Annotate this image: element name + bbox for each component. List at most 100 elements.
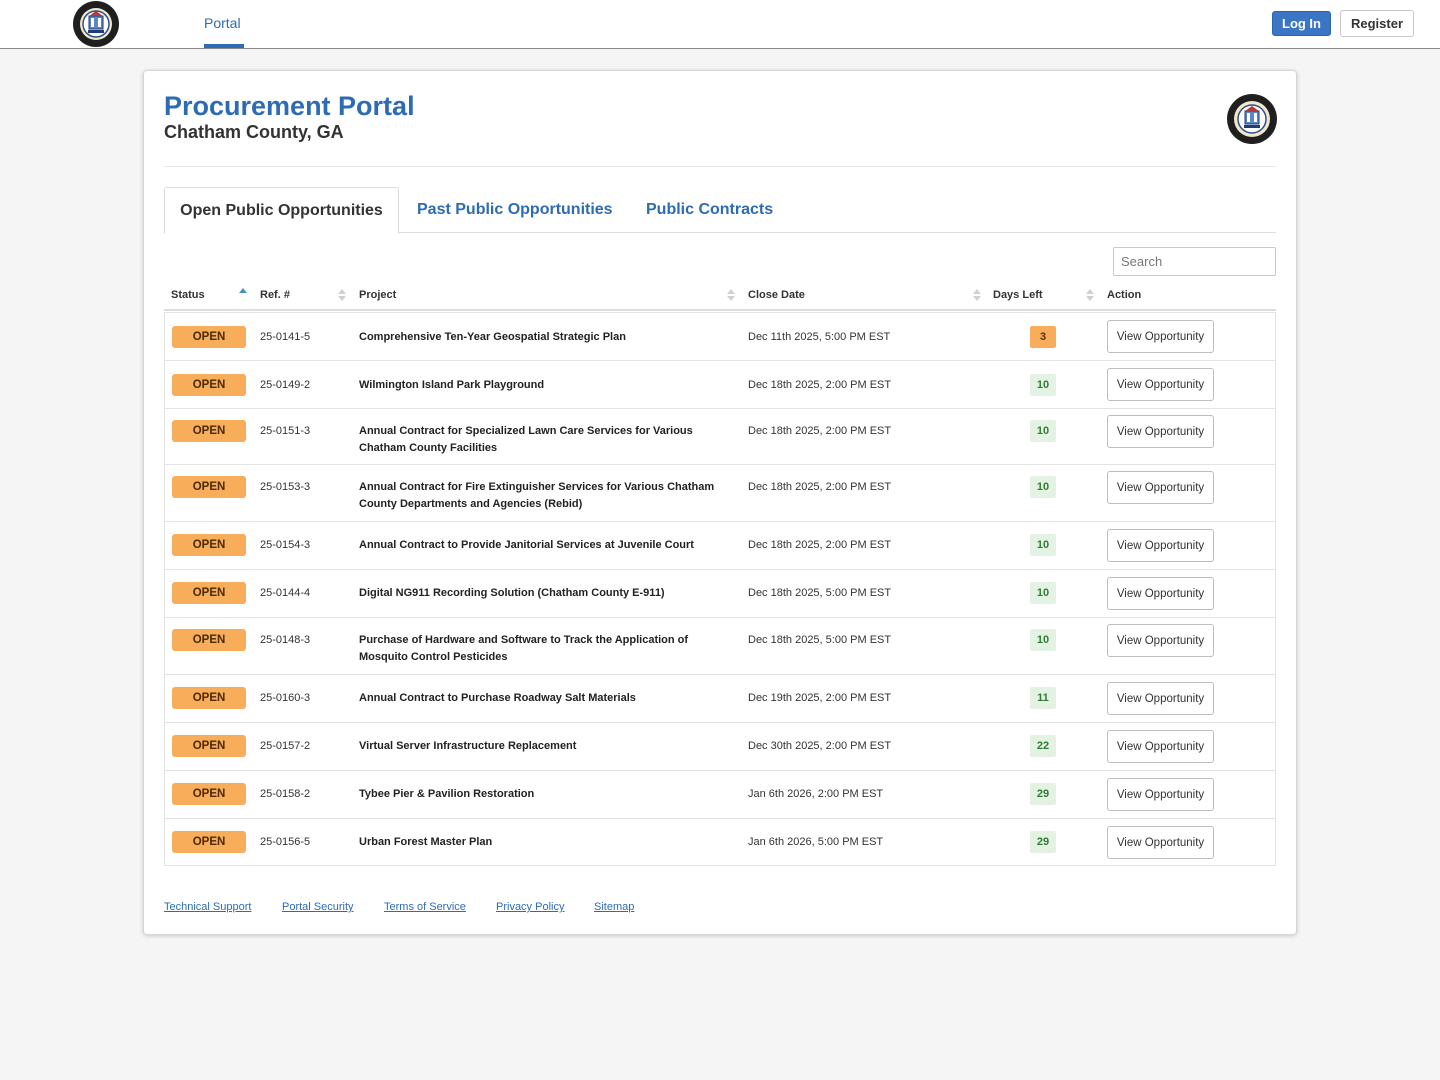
status-badge: OPEN — [172, 831, 246, 853]
ref-number: 25-0157-2 — [260, 740, 311, 752]
table-row: OPEN 25-0157-2 Virtual Server Infrastruc… — [165, 722, 1275, 770]
column-header-action: Action — [1107, 289, 1142, 301]
table-row: OPEN 25-0144-4 Digital NG911 Recording S… — [165, 569, 1275, 617]
days-left-badge: 10 — [1030, 629, 1056, 651]
view-opportunity-button[interactable]: View Opportunity — [1107, 471, 1214, 504]
column-header-ref[interactable]: Ref. # — [260, 289, 290, 301]
top-nav-bar: Portal Log In Register — [0, 0, 1440, 49]
ref-number: 25-0153-3 — [260, 481, 311, 493]
project-name: Annual Contract to Provide Janitorial Se… — [359, 539, 694, 551]
nav-active-indicator — [204, 44, 244, 48]
view-opportunity-button[interactable]: View Opportunity — [1107, 682, 1214, 715]
ref-number: 25-0148-3 — [260, 634, 311, 646]
ref-number: 25-0158-2 — [260, 788, 311, 800]
ref-number: 25-0151-3 — [260, 425, 311, 437]
status-badge: OPEN — [172, 534, 246, 556]
days-left-badge: 10 — [1030, 582, 1056, 604]
table-row: OPEN 25-0156-5 Urban Forest Master Plan … — [165, 818, 1275, 865]
close-date: Jan 6th 2026, 2:00 PM EST — [748, 788, 884, 800]
status-badge: OPEN — [172, 783, 246, 805]
footer-link-portal-security[interactable]: Portal Security — [282, 901, 354, 913]
status-badge: OPEN — [172, 326, 246, 348]
close-date: Dec 18th 2025, 2:00 PM EST — [748, 481, 892, 493]
close-date: Dec 11th 2025, 5:00 PM EST — [748, 331, 891, 343]
opportunity-tabs: Open Public Opportunities Past Public Op… — [164, 187, 1276, 234]
view-opportunity-button[interactable]: View Opportunity — [1107, 577, 1214, 610]
status-badge: OPEN — [172, 476, 246, 498]
footer-link-privacy-policy[interactable]: Privacy Policy — [496, 901, 565, 913]
project-name: Purchase of Hardware and Software to Tra… — [359, 634, 689, 663]
opportunities-table-body: OPEN 25-0141-5 Comprehensive Ten-Year Ge… — [164, 312, 1276, 866]
view-opportunity-button[interactable]: View Opportunity — [1107, 624, 1214, 657]
status-badge: OPEN — [172, 420, 246, 442]
tab-open-public-opportunities[interactable]: Open Public Opportunities — [164, 187, 399, 234]
ref-number: 25-0156-5 — [260, 836, 311, 848]
table-row: OPEN 25-0148-3 Purchase of Hardware and … — [165, 617, 1275, 674]
footer-link-sitemap[interactable]: Sitemap — [594, 901, 635, 913]
days-left-badge: 10 — [1030, 420, 1056, 442]
register-button[interactable]: Register — [1340, 10, 1414, 37]
project-name: Virtual Server Infrastructure Replacemen… — [359, 740, 577, 752]
days-left-badge: 10 — [1030, 534, 1056, 556]
project-name: Annual Contract for Fire Extinguisher Se… — [359, 481, 715, 510]
column-header-days-left[interactable]: Days Left — [993, 289, 1043, 301]
status-badge: OPEN — [172, 687, 246, 709]
table-header: Status Ref. # Project Close Date Days Le… — [164, 281, 1276, 311]
project-name: Annual Contract to Purchase Roadway Salt… — [359, 692, 636, 704]
table-row: OPEN 25-0160-3 Annual Contract to Purcha… — [165, 674, 1275, 722]
nav-portal-link[interactable]: Portal — [204, 15, 241, 31]
sort-icon[interactable] — [727, 287, 735, 303]
ref-number: 25-0160-3 — [260, 692, 311, 704]
search-input[interactable] — [1113, 247, 1276, 276]
view-opportunity-button[interactable]: View Opportunity — [1107, 529, 1214, 562]
days-left-badge: 11 — [1030, 687, 1056, 709]
project-name: Tybee Pier & Pavilion Restoration — [359, 788, 535, 800]
sort-icon[interactable] — [973, 287, 981, 303]
status-badge: OPEN — [172, 582, 246, 604]
column-header-status[interactable]: Status — [171, 289, 205, 301]
footer-link-terms-of-service[interactable]: Terms of Service — [384, 901, 466, 913]
status-badge: OPEN — [172, 374, 246, 396]
ref-number: 25-0141-5 — [260, 331, 311, 343]
days-left-badge: 22 — [1030, 735, 1056, 757]
view-opportunity-button[interactable]: View Opportunity — [1107, 730, 1214, 763]
view-opportunity-button[interactable]: View Opportunity — [1107, 415, 1214, 448]
tab-past-public-opportunities[interactable]: Past Public Opportunities — [417, 201, 613, 218]
days-left-badge: 29 — [1030, 831, 1056, 853]
page-title: Procurement Portal — [164, 91, 415, 121]
view-opportunity-button[interactable]: View Opportunity — [1107, 368, 1214, 401]
days-left-badge: 3 — [1030, 326, 1056, 348]
ref-number: 25-0144-4 — [260, 587, 311, 599]
county-seal-logo[interactable] — [71, 0, 121, 48]
project-name: Comprehensive Ten-Year Geospatial Strate… — [359, 331, 626, 343]
close-date: Dec 18th 2025, 2:00 PM EST — [748, 425, 892, 437]
project-name: Urban Forest Master Plan — [359, 836, 493, 848]
ref-number: 25-0154-3 — [260, 539, 311, 551]
footer-link-technical-support[interactable]: Technical Support — [164, 901, 252, 913]
column-header-close-date[interactable]: Close Date — [748, 289, 805, 301]
sort-icon[interactable] — [338, 287, 346, 303]
close-date: Dec 18th 2025, 5:00 PM EST — [748, 587, 892, 599]
sort-ascending-icon[interactable] — [239, 287, 247, 303]
county-seal-icon — [1227, 94, 1277, 144]
status-badge: OPEN — [172, 629, 246, 651]
tab-public-contracts[interactable]: Public Contracts — [646, 201, 774, 218]
table-row: OPEN 25-0154-3 Annual Contract to Provid… — [165, 521, 1275, 569]
table-row: OPEN 25-0149-2 Wilmington Island Park Pl… — [165, 360, 1275, 408]
table-row: OPEN 25-0158-2 Tybee Pier & Pavilion Res… — [165, 770, 1275, 818]
view-opportunity-button[interactable]: View Opportunity — [1107, 778, 1214, 811]
column-header-project[interactable]: Project — [359, 289, 397, 301]
view-opportunity-button[interactable]: View Opportunity — [1107, 320, 1214, 353]
close-date: Dec 30th 2025, 2:00 PM EST — [748, 740, 892, 752]
close-date: Dec 18th 2025, 2:00 PM EST — [748, 539, 892, 551]
days-left-badge: 10 — [1030, 374, 1056, 396]
table-row: OPEN 25-0151-3 Annual Contract for Speci… — [165, 408, 1275, 464]
days-left-badge: 29 — [1030, 783, 1056, 805]
project-name: Digital NG911 Recording Solution (Chatha… — [359, 587, 665, 599]
ref-number: 25-0149-2 — [260, 379, 311, 391]
close-date: Dec 18th 2025, 5:00 PM EST — [748, 634, 892, 646]
sort-icon[interactable] — [1086, 287, 1094, 303]
days-left-badge: 10 — [1030, 476, 1056, 498]
view-opportunity-button[interactable]: View Opportunity — [1107, 826, 1214, 859]
login-button[interactable]: Log In — [1272, 11, 1331, 36]
